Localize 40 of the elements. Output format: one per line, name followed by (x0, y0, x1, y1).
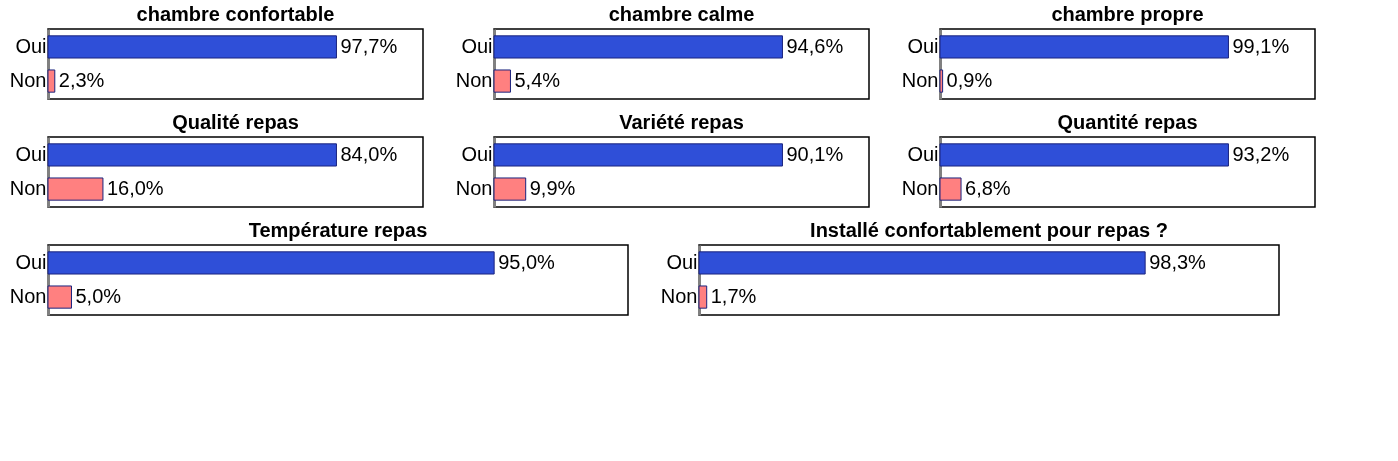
y-tick-label: Oui (461, 34, 493, 57)
y-tick-label: Non (660, 285, 698, 308)
data-label: 84,0% (340, 142, 398, 165)
chart-title: Quantité repas (1057, 111, 1198, 133)
data-label: 98,3% (1149, 250, 1207, 273)
data-label: 94,6% (786, 34, 844, 57)
y-tick-label: Oui (907, 142, 939, 165)
data-label: 99,1% (1232, 34, 1290, 57)
y-tick-label: Non (455, 69, 493, 92)
chart-title: Température repas (248, 219, 428, 241)
data-label: 0,9% (946, 69, 993, 92)
data-label: 6,8% (965, 177, 1011, 200)
y-tick-label: Non (9, 177, 47, 200)
y-tick-label: Non (9, 285, 47, 308)
data-label: 5,4% (514, 69, 561, 92)
data-label: 5,0% (75, 285, 122, 308)
data-label: 93,2% (1232, 142, 1290, 165)
data-label: 16,0% (106, 177, 164, 200)
chart-title: Variété repas (619, 111, 744, 133)
chart-title: chambre confortable (136, 3, 335, 25)
y-tick-label: Non (901, 177, 939, 200)
y-tick-label: Oui (15, 142, 47, 165)
data-label: 95,0% (498, 250, 556, 273)
data-label: 9,9% (529, 177, 576, 200)
y-tick-label: Oui (666, 250, 698, 273)
data-label: 97,7% (340, 34, 398, 57)
y-tick-label: Non (455, 177, 493, 200)
y-tick-label: Oui (15, 250, 47, 273)
chart-title: Installé confortablement pour repas ? (810, 219, 1168, 241)
y-tick-label: Non (901, 69, 939, 92)
data-label: 2,3% (58, 69, 105, 92)
y-tick-label: Non (9, 69, 47, 92)
y-tick-label: Oui (15, 34, 47, 57)
data-label: 1,7% (710, 285, 757, 308)
y-tick-label: Oui (907, 34, 939, 57)
chart-title: Qualité repas (172, 111, 299, 133)
data-label: 90,1% (786, 142, 844, 165)
chart-title: chambre calme (608, 3, 755, 25)
y-tick-label: Oui (461, 142, 493, 165)
chart-title: chambre propre (1051, 3, 1204, 25)
